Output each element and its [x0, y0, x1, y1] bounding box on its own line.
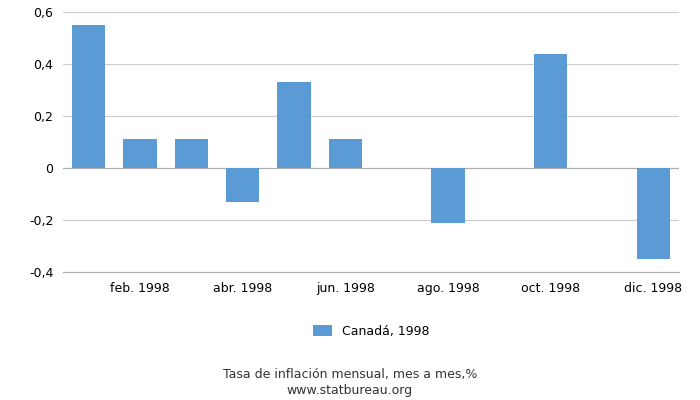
Text: www.statbureau.org: www.statbureau.org — [287, 384, 413, 397]
Bar — [174, 139, 208, 168]
Bar — [534, 54, 567, 168]
Bar — [72, 25, 105, 168]
Bar — [226, 168, 259, 202]
Legend: Canadá, 1998: Canadá, 1998 — [313, 325, 429, 338]
Bar — [637, 168, 670, 259]
Bar — [277, 82, 311, 168]
Bar — [123, 139, 157, 168]
Text: Tasa de inflación mensual, mes a mes,%: Tasa de inflación mensual, mes a mes,% — [223, 368, 477, 381]
Bar — [431, 168, 465, 222]
Bar — [328, 139, 362, 168]
